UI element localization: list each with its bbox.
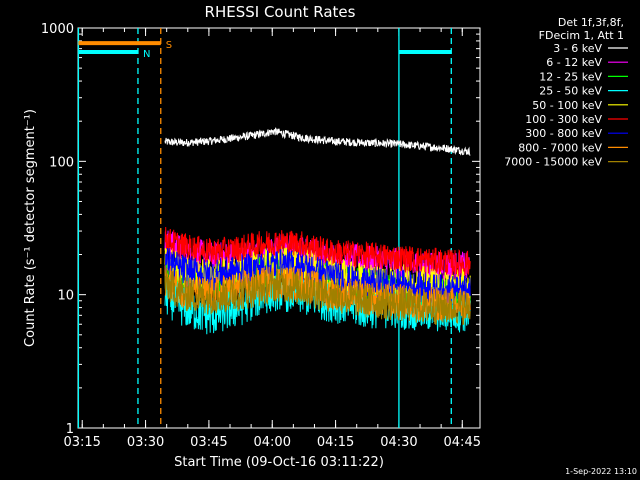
x-tick-label: 03:30 <box>127 435 164 450</box>
flag-bars: NS <box>78 40 452 60</box>
chart-title: RHESSI Count Rates <box>205 3 356 21</box>
legend-entry-label: 3 - 6 keV <box>553 42 602 55</box>
timestamp: 1-Sep-2022 13:10 <box>565 467 637 476</box>
legend-entry-label: 12 - 25 keV <box>539 70 602 83</box>
legend-entry-label: 6 - 12 keV <box>546 56 602 69</box>
y-tick-label: 1 <box>66 422 74 437</box>
legend-title: FDecim 1, Att 1 <box>539 29 624 42</box>
legend-entry-label: 800 - 7000 keV <box>518 141 602 154</box>
legend-title: Det 1f,3f,8f, <box>558 16 624 29</box>
series-line <box>164 267 471 325</box>
legend-entry-label: 7000 - 15000 keV <box>504 156 602 169</box>
x-tick-label: 03:15 <box>63 435 100 450</box>
legend-entry-label: 50 - 100 keV <box>532 99 602 112</box>
interval-markers <box>77 28 452 428</box>
x-axis-label: Start Time (09-Oct-16 03:11:22) <box>174 455 384 470</box>
x-tick-label: 03:45 <box>190 435 227 450</box>
series-line <box>164 226 471 277</box>
series-lines <box>164 127 471 335</box>
x-tick-label: 04:45 <box>444 435 481 450</box>
y-tick-label: 1000 <box>41 22 74 37</box>
flag-label: N <box>143 49 150 60</box>
legend-entry-label: 25 - 50 keV <box>539 85 602 98</box>
x-tick-label: 04:00 <box>254 435 291 450</box>
x-tick-label: 04:15 <box>317 435 354 450</box>
series-line <box>164 127 471 156</box>
y-tick-label: 10 <box>57 289 74 304</box>
y-tick-label: 100 <box>49 155 74 170</box>
y-axis-label: Count Rate (s⁻¹ detector segment⁻¹) <box>23 109 38 347</box>
legend-entry-label: 300 - 800 keV <box>525 127 602 140</box>
legend-entry-label: 100 - 300 keV <box>525 113 602 126</box>
axes: 1 10 100 1000 03:15 03:30 03:45 04:00 04:15 04:30… <box>41 22 481 450</box>
flag-label: S <box>166 40 172 51</box>
x-tick-label: 04:30 <box>380 435 417 450</box>
